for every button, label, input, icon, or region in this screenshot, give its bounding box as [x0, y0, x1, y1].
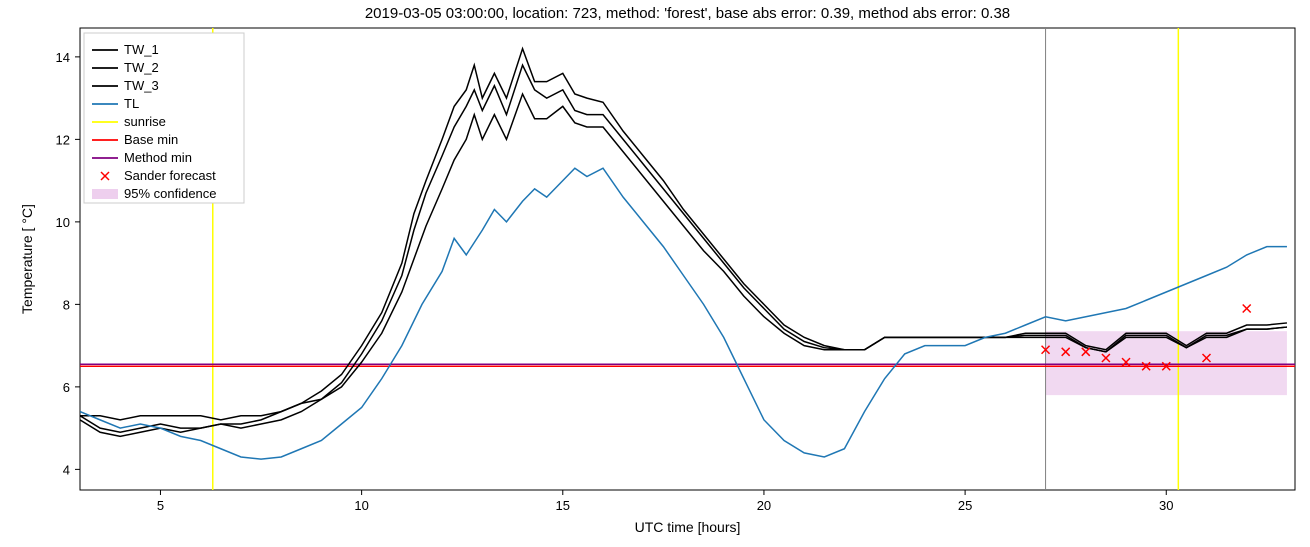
chart-container: 2019-03-05 03:00:00, location: 723, meth…: [0, 0, 1310, 547]
y-axis-label: Temperature [ °C]: [19, 204, 35, 314]
y-tick-label: 12: [56, 132, 70, 147]
chart-svg: 2019-03-05 03:00:00, location: 723, meth…: [0, 0, 1310, 547]
legend-label: TW_1: [124, 42, 159, 57]
confidence-band: [1046, 331, 1287, 395]
x-tick-label: 5: [157, 498, 164, 513]
legend-label: Base min: [124, 132, 178, 147]
x-tick-label: 20: [757, 498, 771, 513]
y-tick-label: 4: [63, 462, 70, 477]
x-tick-label: 30: [1159, 498, 1173, 513]
x-tick-label: 25: [958, 498, 972, 513]
y-tick-label: 8: [63, 297, 70, 312]
legend-label: TL: [124, 96, 139, 111]
x-tick-label: 15: [556, 498, 570, 513]
x-tick-label: 10: [354, 498, 368, 513]
y-tick-label: 10: [56, 215, 70, 230]
legend-label: Method min: [124, 150, 192, 165]
legend-label: 95% confidence: [124, 186, 217, 201]
plot-area: [80, 28, 1295, 490]
x-axis-label: UTC time [hours]: [635, 519, 741, 535]
chart-title: 2019-03-05 03:00:00, location: 723, meth…: [365, 5, 1010, 22]
legend-label: Sander forecast: [124, 168, 216, 183]
legend-label: TW_2: [124, 60, 159, 75]
legend-label: TW_3: [124, 78, 159, 93]
y-tick-label: 14: [56, 50, 70, 65]
legend-label: sunrise: [124, 114, 166, 129]
legend-swatch: [92, 189, 118, 199]
y-tick-label: 6: [63, 380, 70, 395]
